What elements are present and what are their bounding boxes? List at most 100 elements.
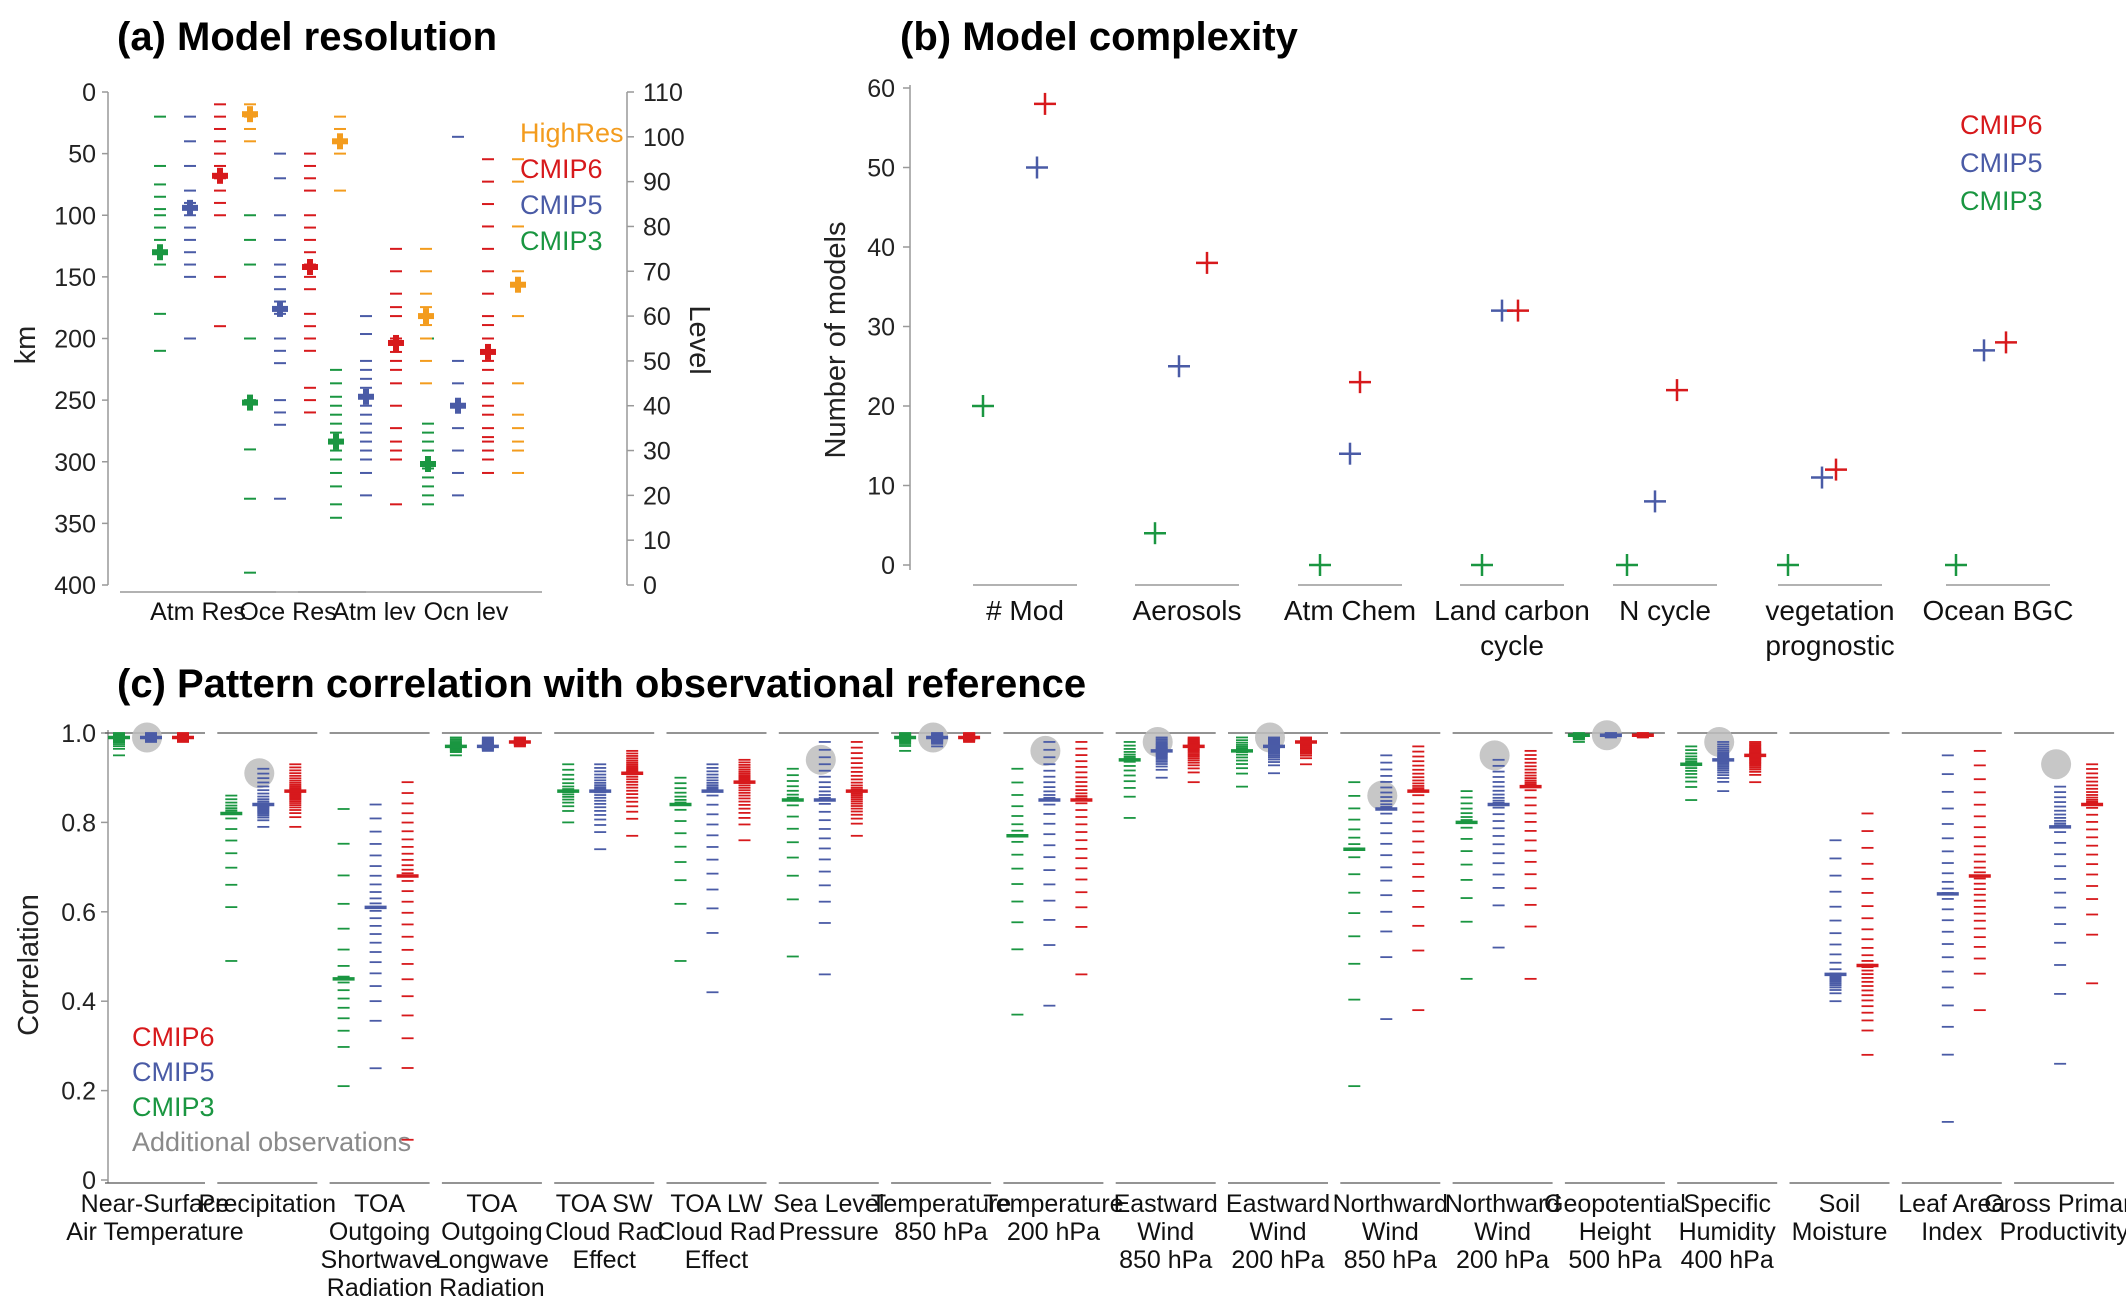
mean-marker-HighRes-3 <box>418 308 434 325</box>
mean-marker-CMIP5-4 <box>450 397 466 414</box>
mean-marker-HighRes-1 <box>242 106 258 123</box>
marker-CMIP3-2 <box>1144 522 1166 545</box>
mean-marker-CMIP3-4 <box>420 455 436 472</box>
category-label-4-line-3: Longwave <box>435 1246 549 1274</box>
marker-CMIP6-7 <box>1995 331 2017 354</box>
marker-CMIP5-7 <box>1973 339 1995 362</box>
marker-CMIP5-5 <box>1644 490 1666 513</box>
legend-entry-CMIP6: CMIP6 <box>1960 110 2043 140</box>
right-tick-label-40: 40 <box>643 393 671 421</box>
panel-a-model-resolution: (a) Model resolution 0501001502002503003… <box>10 15 715 626</box>
category-label-7-line-2: Pressure <box>779 1218 879 1246</box>
category-label-3: Atm Chem <box>1284 595 1416 626</box>
panel-a-marks <box>152 103 526 574</box>
additional-observation-18 <box>2041 749 2072 780</box>
category-label-1-line-1: # Mod <box>986 595 1064 626</box>
category-label-14-line-1: Geopotential <box>1544 1190 1686 1218</box>
category-label-18-line-2: Productivity <box>1999 1218 2126 1246</box>
marker-CMIP6-6 <box>1825 458 1847 481</box>
panel-a-title: (a) Model resolution <box>117 15 497 59</box>
marker-CMIP6-2 <box>1196 251 1218 274</box>
mean-marker-CMIP6-1 <box>212 167 228 184</box>
category-label-3-line-4: Radiation <box>327 1274 433 1300</box>
category-label-7: Ocean BGC <box>1923 595 2074 626</box>
category-label-1: Near-Surface Air Temperature <box>66 1190 243 1246</box>
right-tick-label-60: 60 <box>643 303 671 331</box>
category-label-1: # Mod <box>986 595 1064 626</box>
right-tick-label-10: 10 <box>643 527 671 555</box>
y-tick-label-0: 0 <box>82 1167 96 1195</box>
category-label-14-line-2: Height <box>1579 1218 1651 1246</box>
category-label-9: Temperature 200 hPa <box>983 1190 1123 1246</box>
marker-CMIP5-2 <box>1168 355 1190 378</box>
category-label-10-line-3: 850 hPa <box>1119 1246 1212 1274</box>
category-label-4-line-2: cycle <box>1480 630 1544 661</box>
right-tick-label-20: 20 <box>643 482 671 510</box>
marker-CMIP3-1 <box>972 395 994 417</box>
additional-observation-7 <box>805 744 836 775</box>
panel-b-model-complexity: (b) Model complexity 0 10 20 30 40 50 60 # Mod A… <box>820 15 2073 661</box>
mean-marker-CMIP5-1 <box>182 199 198 216</box>
y-tick-label-40: 40 <box>867 234 895 262</box>
legend-entry-1: CMIP6 <box>132 1022 215 1052</box>
category-label-11: Eastward Wind 200 hPa <box>1226 1190 1330 1274</box>
mean-marker-CMIP5-2 <box>272 300 288 317</box>
category-label-1-line-2: Air Temperature <box>66 1218 243 1246</box>
y-tick-label-10: 10 <box>867 473 895 501</box>
marker-CMIP5-3 <box>1339 442 1361 465</box>
category-label-2: Aerosols <box>1133 595 1242 626</box>
y-tick-label-0.8: 0.8 <box>61 809 96 837</box>
marker-CMIP3-5 <box>1616 554 1638 576</box>
mean-marker-HighRes-2 <box>332 133 348 150</box>
category-label-9-line-1: Temperature <box>983 1190 1123 1218</box>
marker-CMIP3-7 <box>1945 554 1967 576</box>
category-label-5: TOA SW Cloud Rad Effect <box>545 1190 663 1274</box>
y-tick-label-60: 60 <box>867 75 895 103</box>
category-label-10-line-2: Wind <box>1137 1218 1194 1246</box>
category-label-11-line-3: 200 hPa <box>1231 1246 1324 1274</box>
category-label-4-line-2: Outgoing <box>441 1218 542 1246</box>
category-label-4-line-1: Land carbon <box>1434 595 1590 626</box>
category-label-6-line-3: Effect <box>685 1246 749 1274</box>
legend-entry-CMIP3: CMIP3 <box>1960 186 2043 216</box>
category-label-6-line-2: prognostic <box>1765 630 1894 661</box>
category-label-4-line-4: Radiation <box>439 1274 545 1300</box>
panel-c-marks <box>108 720 2104 1141</box>
category-label-4-line-1: TOA <box>466 1190 517 1218</box>
y-tick-label-30: 30 <box>867 314 895 342</box>
marker-CMIP5-6 <box>1811 466 1833 489</box>
category-label-8-line-2: 850 hPa <box>895 1218 988 1246</box>
y-tick-label-50: 50 <box>867 155 895 183</box>
panel-b-title: (b) Model complexity <box>900 15 1299 59</box>
category-label-12-line-1: Northward <box>1333 1190 1448 1218</box>
category-label-13-line-2: Wind <box>1474 1218 1531 1246</box>
y-tick-label-1.0: 1.0 <box>61 720 96 748</box>
category-label-7-line-1: Sea Level <box>773 1190 884 1218</box>
y-tick-label-0.4: 0.4 <box>61 988 96 1016</box>
category-label-2-line-1: Precipitation <box>199 1190 337 1218</box>
category-label-2-line-1: Aerosols <box>1133 595 1242 626</box>
panel-c-y-axis-label: Correlation <box>13 894 45 1036</box>
category-label-4: TOA Outgoing Longwave Radiation <box>435 1190 549 1300</box>
category-label-17-line-1: Leaf Area <box>1898 1190 2005 1218</box>
left-tick-label-400: 400 <box>54 572 96 600</box>
panel-a-axes: 0 50 100 150 200 250 300 350 400 0 10 20 30 40 50 60 70 8… <box>54 79 684 626</box>
category-label-18: Gross PrimaryProductivity <box>1984 1190 2126 1246</box>
category-label-3: TOA Outgoing Shortwave Radiation <box>321 1190 439 1300</box>
category-label-15: Specific Humidity 400 hPa <box>1679 1190 1777 1274</box>
category-label-1-line-1: Near-Surface <box>81 1190 230 1218</box>
panel-a-y-axis-label: km <box>10 326 42 365</box>
category-label-2: Oce Res <box>239 598 336 626</box>
y-tick-label-0: 0 <box>881 552 895 580</box>
category-label-7-line-1: Ocean BGC <box>1923 595 2074 626</box>
additional-observation-13 <box>1479 740 1510 771</box>
left-tick-label-300: 300 <box>54 449 96 477</box>
category-label-16-line-1: Soil <box>1819 1190 1861 1218</box>
category-label-6-line-1: TOA LW <box>670 1190 763 1218</box>
category-label-1: Atm Res <box>150 598 246 626</box>
legend-entry-3: CMIP3 <box>132 1092 215 1122</box>
category-label-6: TOA LW Cloud Rad Effect <box>657 1190 775 1274</box>
left-tick-label-150: 150 <box>54 264 96 292</box>
category-label-12-line-2: Wind <box>1362 1218 1419 1246</box>
category-label-17: Leaf Area Index <box>1898 1190 2005 1246</box>
